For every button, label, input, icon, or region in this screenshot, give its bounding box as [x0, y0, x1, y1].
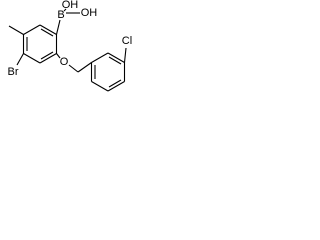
atom-label: OH — [62, 0, 79, 11]
bond — [108, 79, 122, 88]
atom-label: B — [57, 9, 64, 21]
bond — [107, 81, 125, 92]
bond — [39, 53, 57, 64]
bond — [40, 28, 54, 37]
bond — [23, 24, 41, 35]
atom-label: Br — [8, 66, 19, 78]
bond — [39, 24, 57, 35]
bond — [56, 53, 61, 59]
bond — [23, 53, 41, 64]
structure: B OH OH Br O Cl — [8, 0, 132, 92]
bond — [108, 56, 122, 65]
atom-label: OH — [81, 7, 98, 19]
bond — [8, 25, 24, 35]
bond — [68, 64, 79, 73]
bond — [91, 81, 109, 92]
bond — [40, 51, 54, 60]
bond — [63, 8, 67, 12]
bonds — [8, 8, 127, 92]
bond — [77, 62, 92, 73]
bond — [55, 19, 61, 35]
bond — [107, 52, 125, 63]
bond — [91, 52, 109, 63]
atom-label: O — [60, 56, 69, 68]
bond — [123, 47, 127, 63]
bond — [16, 53, 24, 66]
atom-label: Cl — [122, 35, 132, 47]
